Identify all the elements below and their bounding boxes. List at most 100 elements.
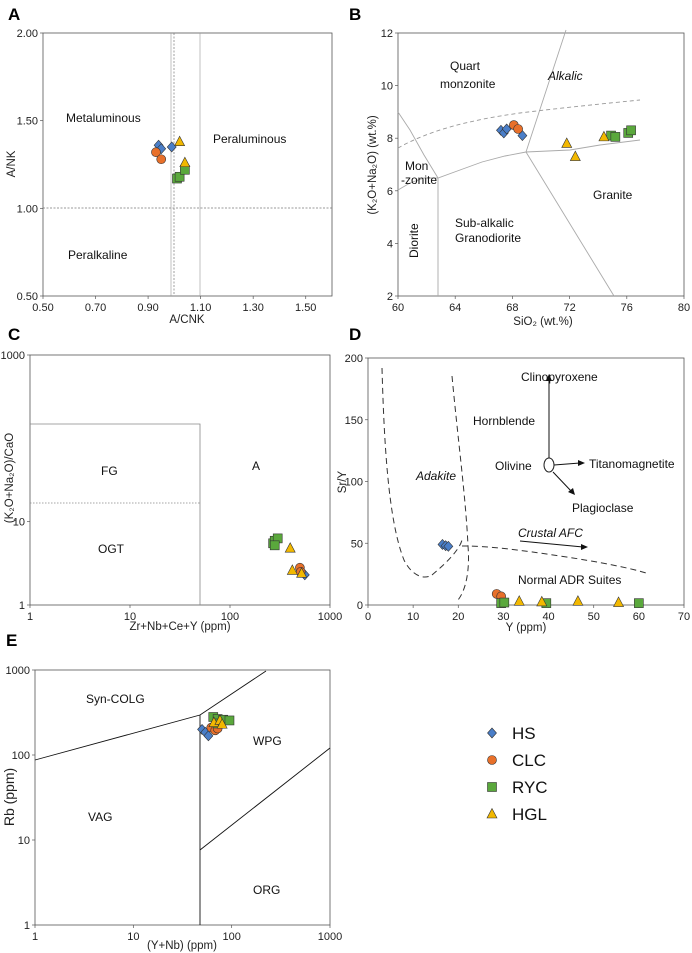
panel-e-point-ryc-3: [224, 715, 235, 726]
panel-c-region-a: A: [252, 459, 260, 473]
panel-e-ytick-2: 100: [12, 750, 30, 762]
panel-e-xtick-3: 1000: [318, 931, 342, 943]
panel-b-region-granite: Granite: [593, 188, 633, 202]
panel-e-point-hs-2: [203, 730, 214, 742]
panel-b-region-zonite: -zonite: [401, 173, 437, 187]
panel-b-region-alkalic: Alkalic: [547, 69, 583, 83]
panel-a-frame: [42, 32, 333, 297]
panel-b-xtick-0: 60: [392, 302, 404, 314]
panel-b-boundary-4: [525, 29, 567, 153]
panel-c-xtick-3: 1000: [318, 611, 342, 623]
panel-b-ylabel: (K₂O+Na₂O) (wt.%): [367, 115, 379, 215]
panel-b-xlabel: SiO₂ (wt.%): [513, 316, 573, 328]
panel-a-ytick-1: 1.00: [17, 203, 38, 215]
panel-d-xtick-6: 60: [633, 611, 645, 623]
panel-a-xtick-4: 1.30: [242, 302, 263, 314]
panel-d-ylabel: Sr/Y: [337, 470, 349, 493]
panel-d-xtick-7: 70: [678, 611, 690, 623]
panel-a-ytick-2: 1.50: [17, 116, 38, 128]
panel-d-vector-ti: [553, 462, 581, 466]
panel-d-point-ryc-1: [499, 597, 510, 608]
panel-c-point-hgl-0: [284, 542, 296, 553]
panel-d-ytick-2: 100: [345, 477, 363, 489]
panel-b-ytick-4: 10: [381, 81, 393, 93]
panel-b-ytick-1: 4: [387, 238, 393, 250]
panel-d-region-normal-adr: Normal ADR Suites: [518, 573, 621, 587]
panel-d-fields: [381, 367, 647, 601]
panel-d-vector-pl: [552, 471, 573, 493]
panel-d-vectors: [519, 378, 584, 548]
panel-e-xtick-1: 10: [127, 931, 139, 943]
panel-d-xtick-3: 30: [497, 611, 509, 623]
panel-b-region-diorite: Diorite: [407, 223, 421, 258]
panel-e-xtick-2: 100: [222, 931, 240, 943]
panel-e-letter: E: [6, 631, 17, 650]
panel-d-ytick-0: 0: [357, 600, 363, 612]
panel-e-org-boundary: [199, 747, 331, 851]
panel-c-frame: [29, 354, 331, 606]
panel-c-ytick-1: 10: [13, 517, 25, 529]
panel-e-region-vag: VAG: [88, 810, 112, 824]
panel-e-frame: [34, 669, 331, 926]
panel-a-xtick-2: 0.90: [137, 302, 158, 314]
legend-marker-ryc: [487, 782, 497, 792]
panel-d-label-hbl: Hornblende: [473, 414, 535, 428]
panel-b-point-ryc-3: [626, 125, 636, 136]
panel-d-adakite-right: [451, 375, 469, 601]
panel-b-xtick-3: 72: [563, 302, 575, 314]
panel-b-region-quart: Quart: [450, 59, 481, 73]
panel-d-label-cpx: Clinopyroxene: [521, 370, 598, 384]
panel-a-region-metaluminous: Metaluminous: [66, 111, 141, 125]
legend: HS CLC RYC HGL: [486, 724, 548, 824]
panel-d: D Adakite Crustal AFC Normal ADR Suites …: [337, 325, 685, 634]
panel-a-ylabel: A/NK: [6, 150, 18, 177]
panel-e-region-wpg: WPG: [253, 734, 282, 748]
legend-marker-clc: [487, 755, 497, 765]
panel-a-xtick-1: 0.70: [85, 302, 106, 314]
panel-d-olivine-marker: [543, 457, 555, 473]
panel-e-ylabel: Rb (ppm): [1, 768, 17, 826]
panel-a-region-peraluminous: Peraluminous: [213, 132, 286, 146]
panel-b-ytick-0: 2: [387, 291, 393, 303]
panel-d-xtick-5: 50: [588, 611, 600, 623]
panel-d-arrow-ti: [578, 460, 585, 466]
panel-d-xtick-2: 20: [452, 611, 464, 623]
panel-b-xtick-1: 64: [449, 302, 461, 314]
panel-c-point-hgl-1: [286, 564, 298, 575]
panel-c-ytick-0: 1: [19, 600, 25, 612]
panel-d-point-hgl-1: [536, 595, 548, 607]
panel-c-region-ogt: OGT: [98, 542, 125, 556]
panel-a-point-hgl-1: [179, 156, 191, 168]
panel-b-boundary-5: [525, 151, 615, 297]
legend-marker-hgl: [486, 807, 498, 819]
panel-b-ytick-3: 8: [387, 133, 393, 145]
panel-b-point-hgl-0: [561, 137, 573, 148]
panel-a-letter: A: [8, 5, 20, 24]
panel-c-point-hgl-2: [296, 567, 308, 578]
panel-c-fg-boundary: [30, 423, 201, 605]
legend-label-clc: CLC: [512, 751, 546, 770]
panel-e-ytick-3: 1000: [6, 665, 30, 677]
panel-b-ytick-5: 12: [381, 28, 393, 40]
panel-a-point-ryc-1: [174, 171, 185, 182]
panel-e-ytick-0: 1: [24, 920, 30, 932]
panel-d-xlabel: Y (ppm): [506, 622, 547, 634]
panel-d-point-hs-2: [443, 540, 454, 552]
panel-b-region-granodiorite: Granodiorite: [455, 231, 521, 245]
legend-marker-hs: [487, 727, 497, 739]
panel-e-syn-colg-boundary: [34, 670, 267, 761]
panel-b-boundary-6: [525, 139, 641, 153]
panel-b-ytick-2: 6: [387, 186, 393, 198]
panel-b-xtick-2: 68: [506, 302, 518, 314]
panel-d-xtick-4: 40: [542, 611, 554, 623]
panel-d-arrow-cpx: [546, 374, 552, 381]
panel-a-point-hs-2: [166, 141, 177, 153]
panel-d-adr-upper: [461, 545, 647, 574]
panel-c-xtick-1: 10: [124, 611, 136, 623]
legend-label-hs: HS: [512, 724, 536, 743]
panel-d-point-hgl-0: [513, 595, 525, 606]
panel-c-ytick-2: 1000: [1, 350, 25, 362]
panel-b-xtick-4: 76: [621, 302, 633, 314]
panel-e-xtick-0: 1: [32, 931, 38, 943]
panel-e-xlabel: (Y+Nb) (ppm): [147, 940, 217, 952]
